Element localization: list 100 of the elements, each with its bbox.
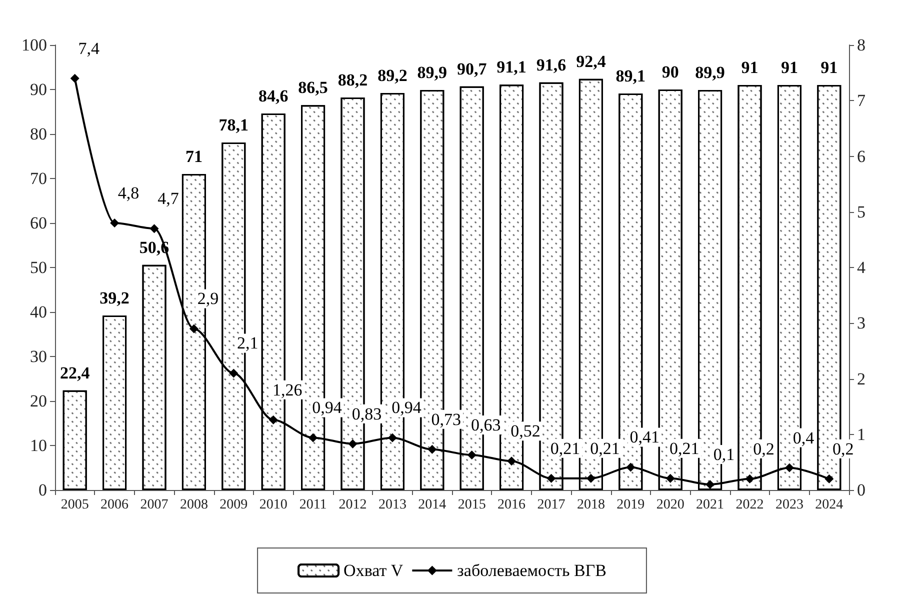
data-label: 0,94 [392, 398, 422, 418]
data-label: 0,1 [713, 444, 735, 464]
y2-tick-label: 8 [857, 36, 866, 54]
x-tick-label: 2006 [100, 498, 129, 512]
point [546, 474, 556, 483]
y2-tick-label: 0 [857, 480, 866, 500]
x-tick-label: 2013 [378, 498, 406, 512]
point [586, 474, 596, 483]
x-tick-label: 2020 [656, 498, 684, 512]
y2-tick-label: 5 [857, 202, 866, 222]
data-label: 2,1 [237, 334, 258, 353]
data-label: 0,2 [832, 439, 854, 458]
data-label: 1,26 [272, 380, 302, 400]
x-tick-label: 2023 [775, 498, 804, 512]
data-label: 0,73 [431, 410, 462, 429]
data-label: 89,2 [378, 66, 408, 86]
point [467, 450, 476, 460]
point [110, 218, 120, 228]
x-tick-label: 2009 [220, 498, 248, 512]
data-label: 84,6 [258, 86, 288, 106]
data-label: 4,7 [158, 189, 180, 208]
x-tick-label: 2007 [140, 498, 168, 512]
legend-label: Охват V [344, 561, 404, 580]
point [229, 368, 238, 378]
data-label: 86,5 [298, 78, 328, 98]
point [824, 474, 834, 484]
x-tick-label: 2017 [537, 498, 566, 512]
x-tick-label: 2010 [259, 498, 288, 512]
y-tick-label: 80 [30, 124, 47, 144]
data-label: 89,9 [695, 62, 725, 82]
point [308, 433, 318, 442]
data-label: 0,52 [510, 422, 540, 441]
y-tick-label: 30 [30, 347, 47, 366]
x-tick-label: 2012 [338, 498, 367, 512]
x-tick-label: 2022 [736, 498, 764, 512]
y2-tick-label: 1 [857, 424, 866, 444]
data-label: 0,21 [550, 438, 580, 458]
data-label: 4,8 [118, 184, 140, 202]
point [268, 415, 278, 424]
data-label: 0,94 [312, 398, 342, 418]
y-tick-label: 50 [30, 258, 47, 277]
data-label: 0,2 [753, 439, 774, 458]
data-label: 89,1 [616, 66, 646, 86]
point [70, 74, 80, 83]
data-label: 0,63 [470, 415, 501, 434]
point [706, 480, 715, 489]
point [428, 444, 437, 454]
data-label: 90,7 [456, 59, 488, 78]
data-label: 0,83 [352, 404, 382, 424]
point [745, 474, 754, 484]
data-label: 91 [780, 58, 798, 78]
data-label: 0,21 [669, 438, 700, 458]
data-label: 91 [820, 58, 838, 78]
point [388, 433, 397, 442]
data-label: 71 [185, 147, 202, 166]
y-tick-label: 70 [30, 169, 47, 188]
y-tick-label: 20 [30, 392, 47, 410]
data-label: 7,4 [78, 38, 100, 58]
data-label: 78,1 [218, 115, 249, 134]
data-label: 39,2 [100, 288, 130, 308]
y-tick-label: 10 [30, 436, 47, 455]
y-tick-label: 40 [30, 302, 47, 322]
y2-tick-label: 7 [857, 91, 866, 110]
data-label: 91,1 [496, 58, 526, 77]
y-tick-label: 60 [30, 214, 47, 232]
point [784, 463, 794, 472]
y2-tick-label: 6 [857, 146, 866, 166]
point [507, 456, 516, 466]
y2-tick-label: 2 [857, 369, 866, 388]
x-tick-label: 2015 [458, 498, 486, 512]
point [189, 324, 198, 334]
data-label: 89,9 [417, 62, 448, 82]
y2-tick-label: 4 [857, 258, 866, 277]
data-label: 91 [741, 58, 758, 78]
data-label: 92,4 [576, 52, 606, 71]
data-label: 22,4 [60, 363, 90, 382]
x-tick-label: 2024 [815, 498, 844, 512]
point [666, 474, 675, 483]
x-tick-label: 2014 [418, 498, 446, 512]
x-tick-label: 2021 [696, 498, 724, 512]
point [626, 462, 636, 472]
y-tick-label: 0 [38, 480, 47, 500]
x-tick-label: 2005 [60, 498, 89, 512]
y-tick-label: 90 [30, 80, 47, 99]
x-tick-label: 2018 [576, 498, 605, 512]
x-tick-label: 2008 [180, 498, 208, 512]
data-label: 90 [662, 62, 679, 82]
legend-label: заболеваемость ВГВ [457, 561, 606, 580]
data-label: 91,6 [536, 55, 566, 74]
data-label: 2,9 [197, 289, 219, 308]
data-label: 0,21 [590, 438, 620, 458]
x-tick-label: 2019 [616, 498, 645, 512]
x-tick-label: 2016 [498, 498, 526, 512]
point [150, 224, 159, 234]
x-tick-label: 2011 [299, 498, 327, 512]
y2-tick-label: 3 [857, 314, 866, 333]
data-label: 88,2 [338, 70, 368, 90]
data-label: 0,41 [630, 428, 660, 447]
y-tick-label: 100 [22, 36, 47, 54]
point [348, 439, 358, 448]
